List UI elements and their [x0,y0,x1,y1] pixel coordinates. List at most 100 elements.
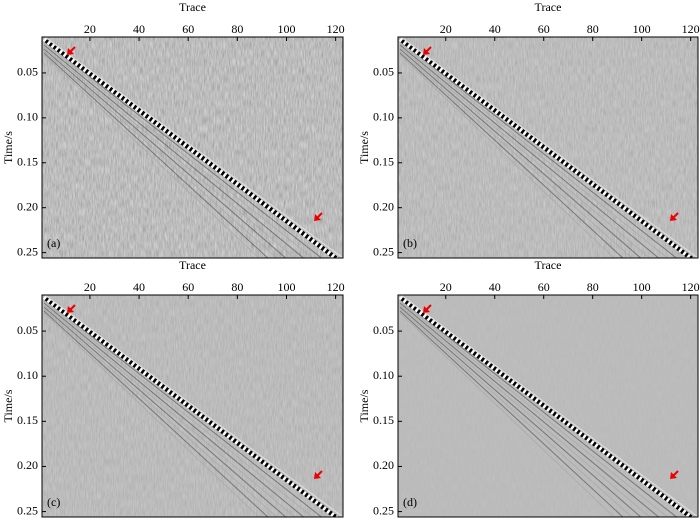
event-tail [43,298,323,517]
y-tick-label: 0.15 [373,413,394,427]
x-tick-label: 60 [538,22,550,36]
y-tick-label: 0.25 [17,503,38,517]
axes-frame [397,36,699,259]
arrow-head [670,214,677,221]
arrow-head [314,472,321,479]
event-tail [43,306,287,517]
panel: 20 40 60 80 100 120 0.05 0.10 0.15 0.20 0.25 Trace T… [357,258,700,518]
event [400,37,698,258]
y-tick-label: 0.15 [17,155,38,169]
event [398,37,695,258]
arrow-head [314,214,321,221]
x-tick-label: 80 [587,280,599,294]
event-tail [43,40,323,258]
event-tail [43,308,278,517]
event-tail [399,298,678,517]
panel: 20 40 60 80 100 120 0.05 0.10 0.15 0.20 0.25 Trace T… [357,0,700,259]
event-tail [399,312,615,517]
y-tick-label: 0.10 [17,368,38,382]
x-tick-label: 60 [182,280,194,294]
panel-label: (b) [403,236,417,250]
event-tail [43,52,269,258]
event [42,295,340,517]
y-axis-label: Time/s [1,389,15,422]
event-tail [43,302,305,517]
event-tail [43,310,269,517]
y-tick-label: 0.20 [373,199,394,213]
x-tick-label: 120 [682,22,700,36]
y-tick-label: 0.15 [17,413,38,427]
event-tail [43,312,260,517]
x-axis-label: Trace [535,0,562,14]
event-tail [43,300,314,517]
x-axis-label: Trace [535,258,562,272]
event [400,295,698,517]
axes-frame [41,294,344,518]
y-tick-label: 0.05 [373,65,394,79]
y-tick-label: 0.25 [373,503,394,517]
y-tick-label: 0.15 [373,155,394,169]
x-tick-label: 20 [84,22,96,36]
event-tail [43,46,296,258]
x-tick-label: 20 [440,22,452,36]
x-axis-label: Trace [179,0,206,14]
x-tick-label: 60 [538,280,550,294]
seismic-image [398,295,698,517]
event-tail [399,302,660,517]
event [44,295,343,517]
panel: 20 40 60 80 100 120 0.05 0.10 0.15 0.20 0.25 Trace T… [1,0,345,259]
x-tick-label: 100 [633,22,651,36]
event-tail [43,48,287,258]
y-tick-label: 0.05 [373,323,394,337]
x-tick-label: 40 [489,280,501,294]
panel-label: (c) [47,495,60,509]
y-tick-label: 0.20 [17,458,38,472]
y-tick-label: 0.05 [17,65,38,79]
event-tail [399,52,624,258]
y-axis-label: Time/s [357,389,371,422]
panel-label: (a) [47,236,60,250]
seismic-image [398,37,698,258]
y-tick-label: 0.10 [17,110,38,124]
seismic-image [42,295,343,517]
x-tick-label: 80 [587,22,599,36]
event-tail [399,40,678,258]
y-tick-label: 0.10 [373,110,394,124]
y-tick-label: 0.20 [17,199,38,213]
x-tick-label: 120 [327,280,345,294]
event-tail [399,54,615,258]
event-tail [399,44,660,258]
x-tick-label: 20 [440,280,452,294]
event-tail [399,50,633,258]
y-tick-label: 0.05 [17,323,38,337]
event-tail [43,54,260,258]
event-tail [399,300,669,517]
x-tick-label: 80 [231,280,243,294]
x-tick-label: 40 [489,22,501,36]
y-tick-label: 0.10 [373,368,394,382]
x-tick-label: 80 [231,22,243,36]
event-tail [399,304,651,517]
y-axis-label: Time/s [357,131,371,164]
x-tick-label: 40 [133,22,145,36]
x-axis-label: Trace [179,258,206,272]
axes-frame [41,36,344,259]
x-tick-label: 100 [633,280,651,294]
arrow-head [423,48,430,55]
event-tail [399,306,642,517]
y-tick-label: 0.25 [373,244,394,258]
y-axis-label: Time/s [1,131,15,164]
event [398,295,695,517]
arrow-head [423,306,430,313]
seismic-image [42,37,343,258]
event [42,37,340,258]
event-tail [399,48,642,258]
x-tick-label: 120 [682,280,700,294]
event-tail [43,44,305,258]
panel: 20 40 60 80 100 120 0.05 0.10 0.15 0.20 0.25 Trace T… [1,258,345,518]
event-tail [399,42,669,258]
y-tick-label: 0.20 [373,458,394,472]
arrow-head [67,48,74,55]
event-tail [43,42,314,258]
